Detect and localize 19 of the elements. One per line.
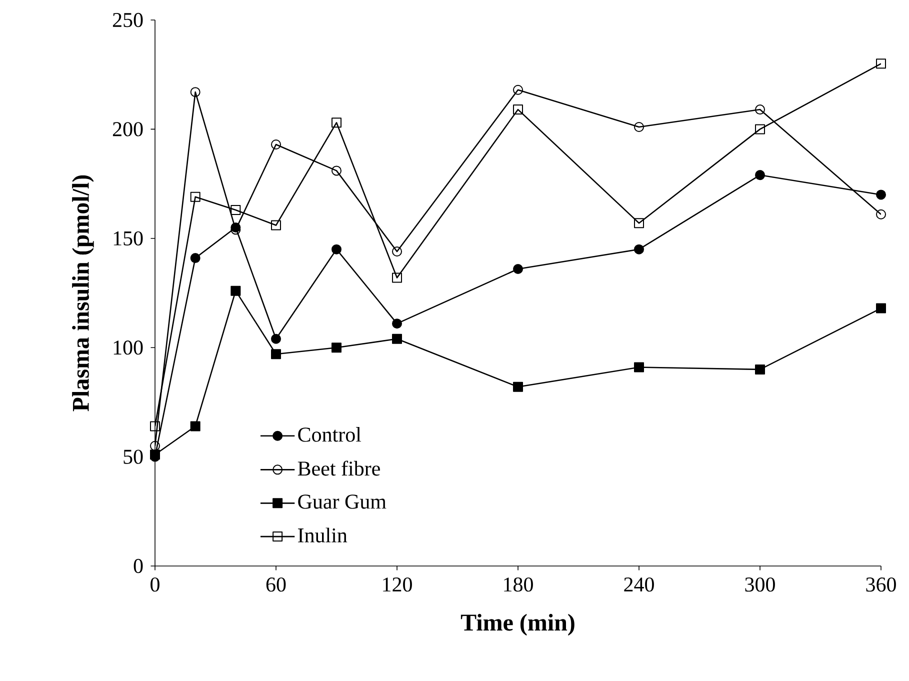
x-tick-label: 120 <box>383 577 412 592</box>
y-tick-label: 250 <box>112 12 143 28</box>
y-tick-label: 200 <box>112 122 143 136</box>
y-axis-title: Plasma insulin (pmol/l) <box>72 175 94 412</box>
x-tick-label: 360 <box>866 577 896 592</box>
y-tick-label: 0 <box>134 558 143 574</box>
x-tick-label: 240 <box>624 577 654 592</box>
y-tick-label: 150 <box>114 231 143 246</box>
x-tick-label: 60 <box>266 577 286 592</box>
x-tick-label: 300 <box>745 577 775 592</box>
x-tick-label: 180 <box>504 577 533 592</box>
x-tick-label: 0 <box>150 577 160 592</box>
y-tick-label: 100 <box>114 340 143 355</box>
legend-label: Guar Gum <box>298 494 386 509</box>
legend-label: Control <box>298 426 362 442</box>
legend-label: Inulin <box>298 528 348 542</box>
y-tick-label: 50 <box>124 450 143 464</box>
legend-label: Beet fibre <box>298 460 380 476</box>
x-axis-title: Time (min) <box>460 614 574 636</box>
